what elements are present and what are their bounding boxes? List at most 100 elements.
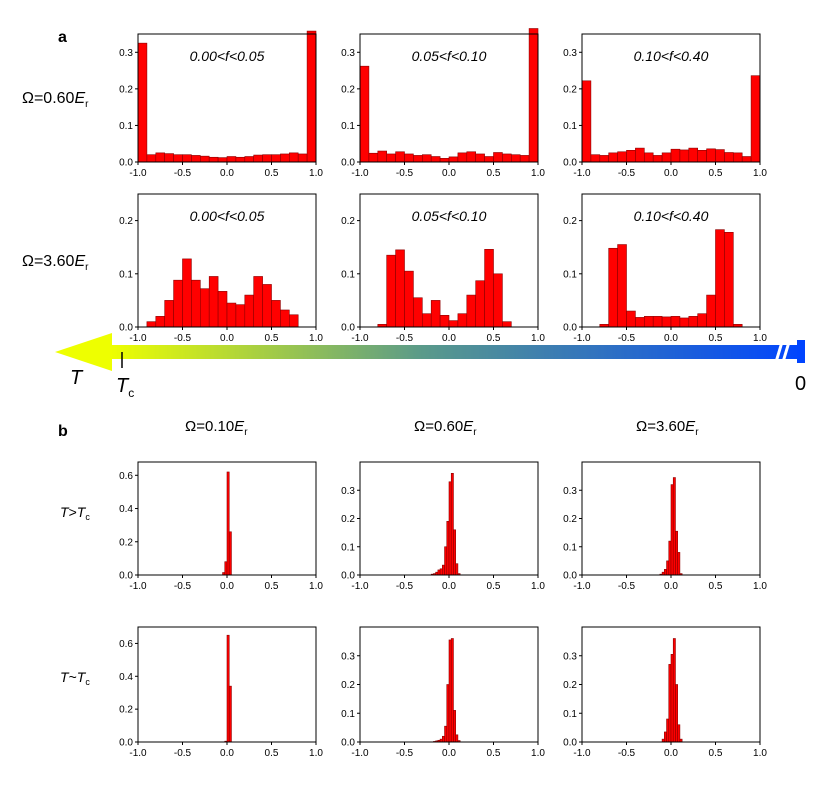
x-tick-label: -0.5 — [396, 333, 414, 344]
y-tick-label: 0.1 — [341, 121, 355, 132]
histogram-bar — [664, 569, 667, 576]
histogram-bar — [732, 152, 743, 163]
x-tick-label: -1.0 — [129, 168, 147, 179]
y-tick-label: 0.1 — [341, 542, 355, 553]
y-tick-label: 0.3 — [563, 651, 577, 662]
y-tick-label: 0.2 — [119, 216, 133, 227]
y-tick-label: 0.1 — [119, 121, 133, 132]
histogram-bar — [652, 316, 663, 328]
histogram-bar — [457, 152, 468, 163]
histogram-bar — [413, 297, 423, 328]
y-tick-label: 0.3 — [563, 48, 577, 59]
histogram-bar — [442, 564, 445, 576]
histogram-bar — [164, 153, 174, 163]
x-tick-label: 1.0 — [309, 333, 323, 344]
histogram-bar — [670, 316, 681, 328]
histogram-bar — [217, 157, 228, 163]
histogram-bar — [439, 314, 450, 328]
histogram-bar — [280, 309, 290, 328]
y-tick-label: 0.2 — [563, 514, 577, 525]
histogram-bar — [448, 481, 452, 576]
histogram-bar — [672, 638, 676, 743]
histogram-bar — [442, 735, 445, 743]
x-tick-label: 0.5 — [709, 748, 723, 759]
histogram-bar — [253, 154, 263, 163]
histogram-bar — [675, 530, 678, 576]
histogram-bar — [226, 471, 230, 576]
histogram-bar — [430, 300, 441, 328]
x-tick-label: -1.0 — [573, 168, 591, 179]
x-tick-label: 0.0 — [664, 748, 678, 759]
x-tick-label: 0.0 — [442, 333, 456, 344]
y-tick-label: 0.2 — [341, 514, 355, 525]
x-tick-label: 0.0 — [442, 168, 456, 179]
histogram-bar — [173, 154, 183, 163]
x-tick-label: 1.0 — [753, 333, 767, 344]
histogram-bar — [453, 710, 456, 743]
histogram-bar — [448, 156, 459, 163]
histogram-bar — [626, 310, 636, 328]
y-tick-label: 0.0 — [119, 158, 133, 169]
histogram-bar — [450, 472, 454, 576]
col-title-omega-360: Ω=3.60Er — [636, 418, 699, 438]
histogram-bar — [208, 276, 219, 328]
histogram-bar — [715, 229, 725, 328]
arrow-body — [110, 345, 805, 359]
histogram-bar — [715, 149, 725, 163]
x-tick-label: -0.5 — [618, 581, 636, 592]
axis-break-line-2 — [781, 341, 791, 363]
histogram-panel-b-r1-c2: -1.0 -0.5 0.0 0.5 1.0 0.0 0.1 0.2 0.3 — [563, 626, 767, 759]
y-tick-label: 0.0 — [341, 323, 355, 334]
histogram-bar — [635, 317, 645, 328]
x-tick-label: 0.0 — [220, 748, 234, 759]
histogram-bar — [228, 531, 232, 576]
histogram-bar — [235, 156, 246, 163]
histogram-bar — [724, 152, 734, 163]
histogram-panel-b-r0-c1: -1.0 -0.5 0.0 0.5 1.0 0.0 0.1 0.2 0.3 — [341, 461, 545, 592]
histogram-bar — [146, 154, 157, 163]
histogram-bar — [226, 634, 230, 743]
histogram-bar — [493, 152, 503, 163]
histogram-bar — [368, 152, 379, 163]
x-tick-label: 0.5 — [265, 748, 279, 759]
x-tick-label: 0.5 — [709, 168, 723, 179]
histogram-bar — [155, 152, 166, 163]
histogram-bar — [670, 148, 681, 163]
histogram-bar — [155, 316, 166, 328]
histogram-bar — [228, 685, 232, 743]
histogram-bar — [271, 300, 281, 328]
histogram-bar — [395, 249, 405, 328]
histogram-bar — [741, 156, 752, 163]
histogram-bar — [359, 65, 370, 163]
y-tick-label: 0.6 — [119, 471, 133, 482]
x-tick-label: 0.0 — [220, 333, 234, 344]
y-tick-label: 0.1 — [563, 121, 577, 132]
histogram-bar — [688, 316, 698, 328]
histogram-bar — [661, 316, 672, 328]
histogram-panel-b-r0-c0: -1.0 -0.5 0.0 0.5 1.0 0.0 0.2 0.4 0.6 — [119, 461, 323, 592]
histogram-bar — [288, 152, 299, 163]
x-tick-label: -0.5 — [618, 748, 636, 759]
histogram-bar — [608, 152, 618, 163]
row-label-t-near-tc: T~Tc — [60, 669, 90, 687]
histogram-bar — [208, 156, 219, 163]
histogram-bar — [395, 151, 405, 163]
x-tick-label: 0.0 — [220, 168, 234, 179]
histogram-bar — [724, 232, 734, 328]
x-tick-label: -0.5 — [396, 168, 414, 179]
panel-annotation: 0.05<f<0.10 — [412, 208, 487, 224]
col-title-omega-010: Ω=0.10Er — [185, 418, 248, 438]
histogram-bar — [679, 317, 690, 328]
x-tick-label: -1.0 — [351, 748, 369, 759]
x-tick-label: -0.5 — [618, 333, 636, 344]
histogram-bar — [668, 540, 672, 576]
histogram-bar — [306, 30, 317, 163]
histogram-bar — [297, 153, 308, 163]
y-tick-label: 0.1 — [563, 709, 577, 720]
x-tick-label: 0.0 — [664, 581, 678, 592]
histogram-bar — [421, 313, 432, 328]
histogram-bar — [677, 552, 681, 576]
histogram-bar — [510, 154, 521, 163]
histogram-panel-a-r1-c1: -1.0 -0.5 0.0 0.5 1.0 0.0 0.1 0.2 0.05<f<0.10 — [341, 193, 545, 344]
histogram-panel-b-r1-c0: -1.0 -0.5 0.0 0.5 1.0 0.0 0.2 0.4 0.6 — [119, 626, 323, 759]
